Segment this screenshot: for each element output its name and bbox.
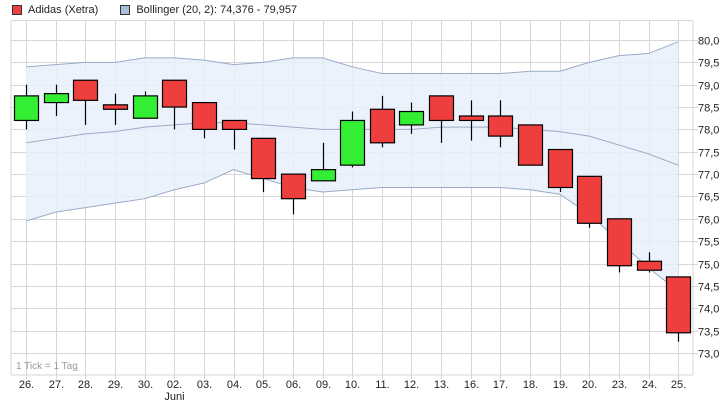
y-tick-label: 79,5 [698,58,719,70]
candle [369,95,396,148]
candle [161,79,188,130]
candle [487,100,514,148]
candle [428,95,455,143]
candle [339,111,366,168]
x-tick-label: 25. [671,379,686,391]
legend-label-bollinger: Bollinger (20, 2): 74,376 - 79,957 [136,4,298,16]
candle [547,148,574,192]
bollinger-lower-line [25,169,679,292]
x-tick-label: 04. [227,379,242,391]
x-tick-label: 29. [108,379,123,391]
x-tick-label: 09. [316,379,331,391]
candle [250,137,277,192]
candle [43,84,70,116]
candle [191,101,218,139]
y-tick-label: 74,5 [698,282,719,294]
x-tick-label: 02. [167,379,182,391]
y-tick-label: 78,5 [698,103,719,115]
candle [102,93,129,125]
x-tick-label: 05. [256,379,271,391]
x-tick-label: 10. [345,379,360,391]
y-tick-label: 78,0 [698,125,719,137]
x-tick-label: 03. [197,379,212,391]
x-tick-label: 06. [286,379,301,391]
legend-item-adidas: Adidas (Xetra) [12,4,98,16]
x-tick-label: 27. [49,379,64,391]
candles [13,79,692,342]
x-tick-label: 13. [434,379,449,391]
x-axis: 26. 27. 28. 29. 30. 02. 03. 04. 05. 06. 09. 10. 11. 1… [19,379,686,403]
candle [221,119,248,150]
x-tick-label: 11. [375,379,389,391]
candle [458,100,485,141]
candle [310,142,337,182]
legend-label-adidas: Adidas (Xetra) [28,4,99,16]
y-tick-label: 75,5 [698,237,719,249]
x-tick-label: 17. [493,379,508,391]
candle [636,252,663,273]
candle [72,79,99,125]
legend-swatch-adidas [12,5,22,15]
x-tick-label: 12. [404,379,419,391]
candle [13,84,40,130]
y-axis: 80,0 79,5 79,0 78,5 78,0 77,5 77,0 76,5 76,0 75,5… [698,36,719,361]
y-tick-label: 80,0 [698,36,719,48]
x-tick-label: 20. [582,379,597,391]
candle [517,124,544,166]
bollinger-upper-line [25,41,679,75]
x-tick-label: 23. [612,379,627,391]
legend-item-bollinger: Bollinger (20, 2): 74,376 - 79,957 [120,4,297,16]
y-tick-label: 75,0 [698,260,719,272]
x-tick-label: 28. [78,379,93,391]
y-tick-label: 73,5 [698,327,719,339]
candle [576,175,603,228]
chart-legend: Adidas (Xetra) Bollinger (20, 2): 74,376… [0,3,297,17]
candle [398,102,425,134]
x-tick-label: 26. [19,379,34,391]
candle [606,218,633,273]
y-tick-label: 77,0 [698,170,719,182]
month-label: Juni [164,391,184,403]
y-tick-label: 76,5 [698,192,719,204]
x-tick-label: 30. [138,379,153,391]
x-tick-label: 18. [523,379,538,391]
x-tick-label: 16. [464,379,479,391]
x-tick-label: 19. [553,379,568,391]
y-tick-label: 79,0 [698,81,719,93]
candle [665,276,692,342]
candle [280,173,307,215]
x-tick-label: 24. [642,379,657,391]
y-tick-label: 74,0 [698,304,719,316]
y-tick-label: 76,0 [698,215,719,227]
candle [132,91,159,119]
legend-swatch-bollinger [120,5,131,15]
tick-footnote: 1 Tick = 1 Tag [16,361,78,372]
y-tick-label: 77,5 [698,148,719,160]
y-tick-label: 73,0 [698,349,719,361]
